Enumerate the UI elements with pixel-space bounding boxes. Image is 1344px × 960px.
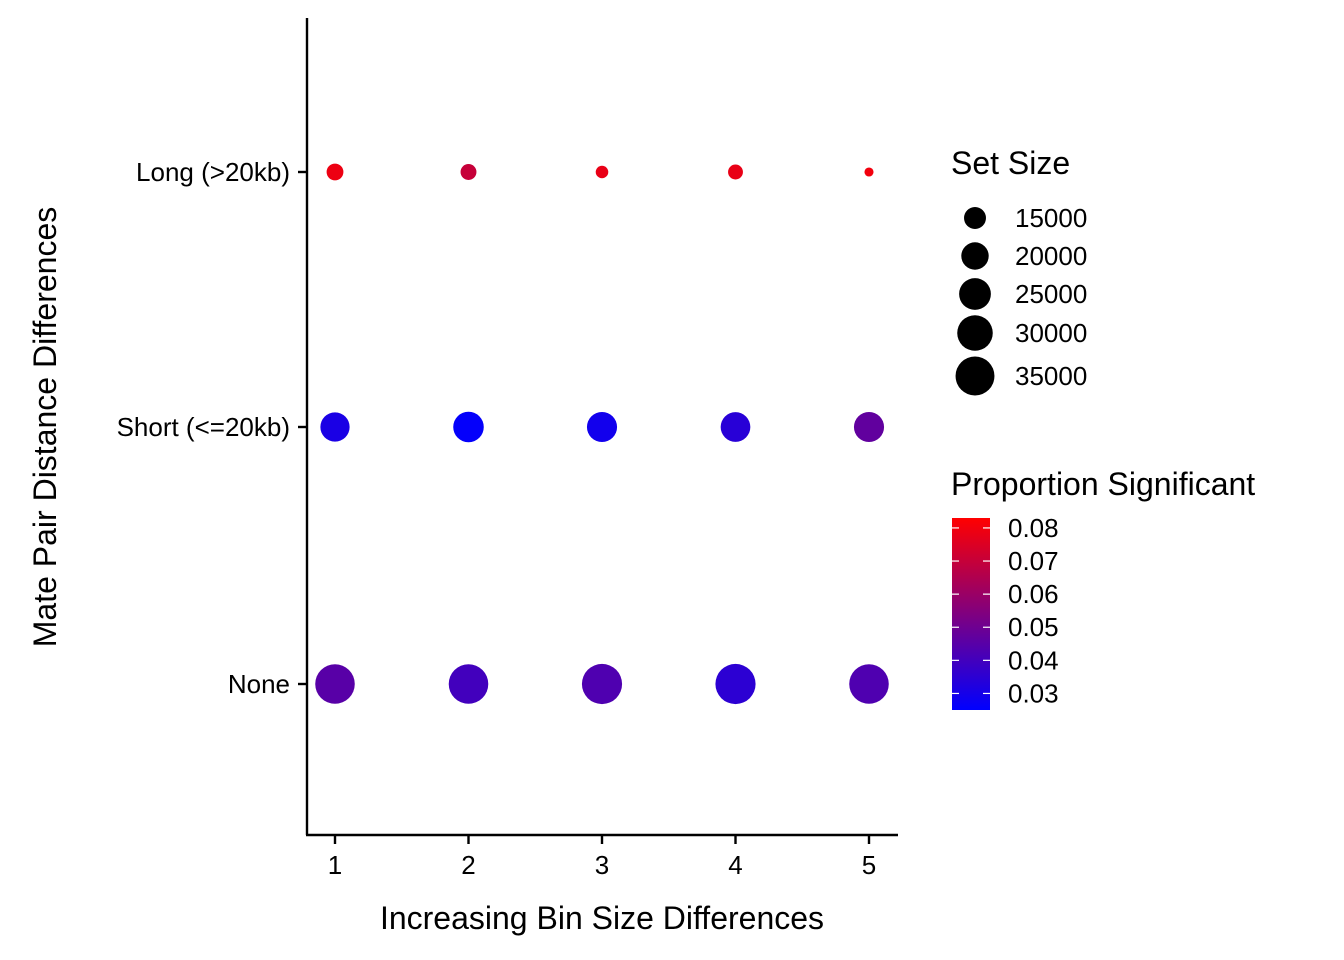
x-tick-label: 4 bbox=[728, 850, 742, 880]
y-tick-label: Short (<=20kb) bbox=[117, 412, 290, 442]
size-legend-key bbox=[955, 356, 995, 396]
size-legend-label: 35000 bbox=[1015, 361, 1087, 391]
y-tick-label: Long (>20kb) bbox=[136, 157, 290, 187]
x-tick-label: 2 bbox=[461, 850, 475, 880]
size-legend-key bbox=[957, 315, 993, 351]
data-point bbox=[853, 411, 885, 443]
y-axis-title: Mate Pair Distance Differences bbox=[27, 207, 63, 647]
size-legend-key bbox=[964, 207, 986, 229]
color-legend-label: 0.03 bbox=[1008, 678, 1059, 708]
data-point bbox=[326, 163, 344, 181]
data-point bbox=[849, 664, 889, 704]
y-ticks: None Short (<=20kb) Long (>20kb) bbox=[117, 157, 307, 699]
data-points bbox=[315, 163, 889, 705]
data-point bbox=[460, 164, 477, 180]
data-point bbox=[320, 412, 350, 442]
color-legend-label: 0.05 bbox=[1008, 612, 1059, 642]
size-legend-label: 15000 bbox=[1015, 203, 1087, 233]
color-bar bbox=[952, 518, 990, 710]
size-legend-key bbox=[959, 278, 991, 310]
x-tick-label: 1 bbox=[328, 850, 342, 880]
data-point bbox=[715, 663, 756, 705]
size-legend-label: 25000 bbox=[1015, 279, 1087, 309]
color-legend-title: Proportion Significant bbox=[951, 466, 1255, 502]
data-point bbox=[864, 167, 874, 177]
size-legend-label: 20000 bbox=[1015, 241, 1087, 271]
x-tick-label: 5 bbox=[862, 850, 876, 880]
x-ticks: 1 2 3 4 5 bbox=[328, 835, 876, 880]
x-tick-label: 3 bbox=[595, 850, 609, 880]
data-point bbox=[586, 411, 618, 443]
size-legend-label: 30000 bbox=[1015, 318, 1087, 348]
size-legend-title: Set Size bbox=[951, 145, 1070, 181]
data-point bbox=[595, 165, 609, 179]
size-legend-key bbox=[961, 242, 989, 270]
data-point bbox=[453, 411, 484, 443]
x-axis-title: Increasing Bin Size Differences bbox=[380, 900, 824, 936]
color-legend-label: 0.06 bbox=[1008, 579, 1059, 609]
size-legend: Set Size 15000 20000 25000 30000 35000 bbox=[951, 145, 1087, 396]
color-legend: Proportion Significant 0.080.070.060.050… bbox=[951, 466, 1255, 710]
color-legend-label: 0.07 bbox=[1008, 546, 1059, 576]
color-legend-label: 0.08 bbox=[1008, 513, 1059, 543]
data-point bbox=[315, 664, 355, 704]
data-point bbox=[581, 663, 623, 705]
data-point bbox=[720, 412, 751, 442]
data-point bbox=[728, 164, 743, 180]
y-tick-label: None bbox=[228, 669, 290, 699]
color-legend-label: 0.04 bbox=[1008, 645, 1059, 675]
data-point bbox=[448, 664, 489, 704]
